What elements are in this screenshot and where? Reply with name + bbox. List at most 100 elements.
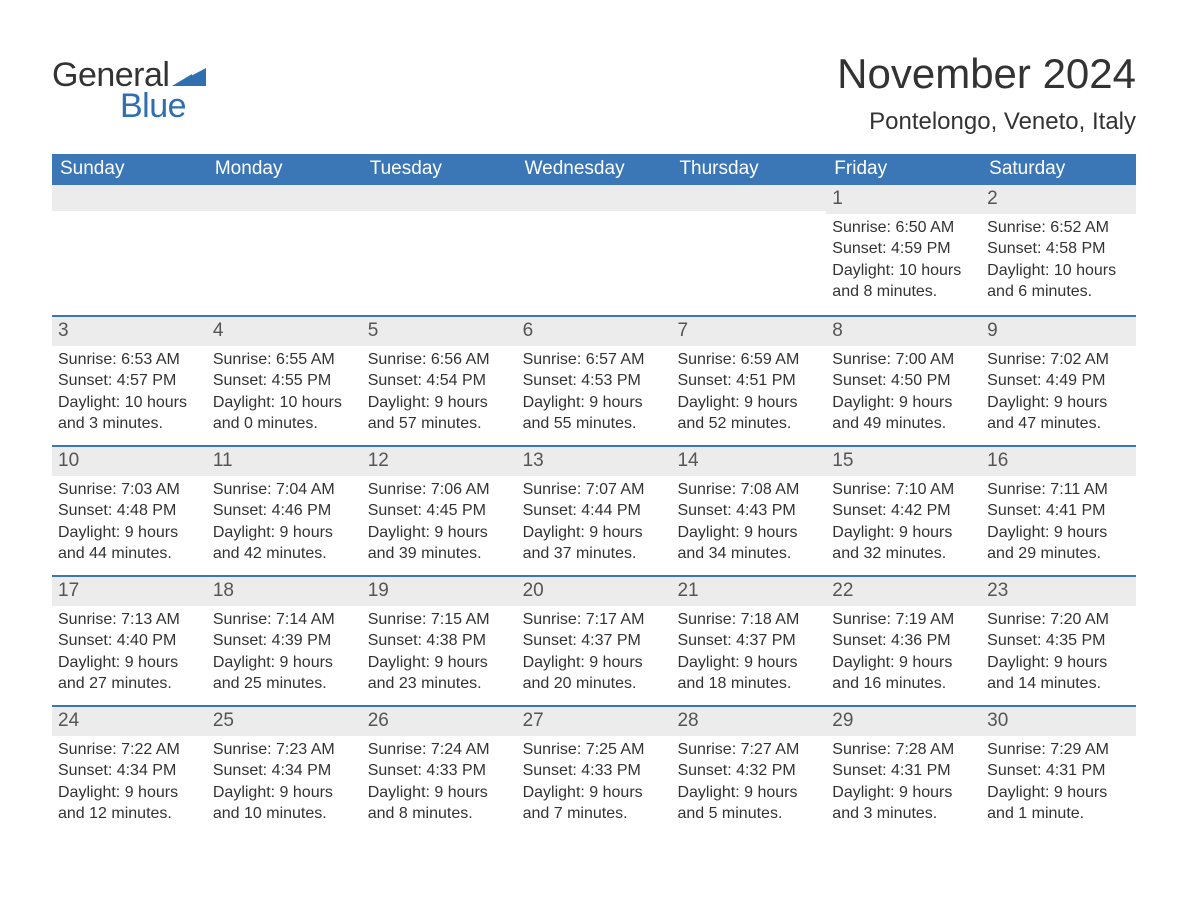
- day-number: 7: [671, 317, 826, 346]
- calendar-cell: 5Sunrise: 6:56 AMSunset: 4:54 PMDaylight…: [362, 317, 517, 445]
- sunset-text: Sunset: 4:59 PM: [832, 239, 975, 260]
- daylight-text: Daylight: 9 hours and 57 minutes.: [368, 393, 511, 435]
- sunrise-text: Sunrise: 7:24 AM: [368, 740, 511, 761]
- sunset-text: Sunset: 4:48 PM: [58, 501, 201, 522]
- day-number: 13: [517, 447, 672, 476]
- day-number: 5: [362, 317, 517, 346]
- logo-text-blue: Blue: [120, 87, 206, 126]
- sunrise-text: Sunrise: 7:14 AM: [213, 610, 356, 631]
- calendar-cell: 15 Sunrise: 7:10 AMSunset: 4:42 PMDayligh…: [826, 447, 981, 575]
- day-number: 30: [981, 707, 1136, 736]
- sunrise-text: Sunrise: 7:19 AM: [832, 610, 975, 631]
- sunrise-text: Sunrise: 7:06 AM: [368, 480, 511, 501]
- day-number: 6: [517, 317, 672, 346]
- sunrise-text: Sunrise: 6:50 AM: [832, 218, 975, 239]
- sunset-text: Sunset: 4:45 PM: [368, 501, 511, 522]
- sunrise-text: Sunrise: 7:08 AM: [677, 480, 820, 501]
- sunrise-text: Sunrise: 6:55 AM: [213, 350, 356, 371]
- daylight-text: Daylight: 10 hours and 6 minutes.: [987, 261, 1130, 303]
- sunrise-text: Sunrise: 7:02 AM: [987, 350, 1130, 371]
- day-number: 2: [981, 185, 1136, 214]
- sunset-text: Sunset: 4:37 PM: [523, 631, 666, 652]
- daylight-text: Daylight: 9 hours and 39 minutes.: [368, 523, 511, 565]
- daylight-text: Daylight: 9 hours and 37 minutes.: [523, 523, 666, 565]
- week-row: 3Sunrise: 6:53 AMSunset: 4:57 PMDaylight…: [52, 315, 1136, 445]
- day-number: 3: [52, 317, 207, 346]
- sunrise-text: Sunrise: 6:56 AM: [368, 350, 511, 371]
- calendar-cell: 11Sunrise: 7:04 AMSunset: 4:46 PMDayligh…: [207, 447, 362, 575]
- day-number: [207, 185, 362, 211]
- daylight-text: Daylight: 9 hours and 12 minutes.: [58, 783, 201, 825]
- day-header: Friday: [826, 154, 981, 185]
- day-number: 23: [981, 577, 1136, 606]
- day-number: 21: [671, 577, 826, 606]
- calendar-cell: 23Sunrise: 7:20 AMSunset: 4:35 PMDayligh…: [981, 577, 1136, 705]
- calendar: SundayMondayTuesdayWednesdayThursdayFrid…: [52, 154, 1136, 835]
- sunrise-text: Sunrise: 7:03 AM: [58, 480, 201, 501]
- sunrise-text: Sunrise: 7:27 AM: [677, 740, 820, 761]
- calendar-cell: 18Sunrise: 7:14 AMSunset: 4:39 PMDayligh…: [207, 577, 362, 705]
- calendar-cell: 13Sunrise: 7:07 AMSunset: 4:44 PMDayligh…: [517, 447, 672, 575]
- calendar-cell: 8Sunrise: 7:00 AMSunset: 4:50 PMDaylight…: [826, 317, 981, 445]
- sunset-text: Sunset: 4:36 PM: [832, 631, 975, 652]
- calendar-cell: 24Sunrise: 7:22 AMSunset: 4:34 PMDayligh…: [52, 707, 207, 835]
- day-number: 18: [207, 577, 362, 606]
- sunset-text: Sunset: 4:34 PM: [213, 761, 356, 782]
- daylight-text: Daylight: 10 hours and 0 minutes.: [213, 393, 356, 435]
- day-number: [671, 185, 826, 211]
- day-header: Tuesday: [362, 154, 517, 185]
- sunset-text: Sunset: 4:49 PM: [987, 371, 1130, 392]
- daylight-text: Daylight: 9 hours and 3 minutes.: [832, 783, 975, 825]
- calendar-cell: 1Sunrise: 6:50 AMSunset: 4:59 PMDaylight…: [826, 185, 981, 315]
- daylight-text: Daylight: 9 hours and 16 minutes.: [832, 653, 975, 695]
- calendar-cell: 2Sunrise: 6:52 AMSunset: 4:58 PMDaylight…: [981, 185, 1136, 315]
- daylight-text: Daylight: 10 hours and 3 minutes.: [58, 393, 201, 435]
- day-header: Sunday: [52, 154, 207, 185]
- calendar-cell: 22Sunrise: 7:19 AMSunset: 4:36 PMDayligh…: [826, 577, 981, 705]
- calendar-cell: 3Sunrise: 6:53 AMSunset: 4:57 PMDaylight…: [52, 317, 207, 445]
- page-subtitle: Pontelongo, Veneto, Italy: [837, 108, 1136, 136]
- day-number: [362, 185, 517, 211]
- day-header: Saturday: [981, 154, 1136, 185]
- sunrise-text: Sunrise: 6:52 AM: [987, 218, 1130, 239]
- sunset-text: Sunset: 4:39 PM: [213, 631, 356, 652]
- day-number: 12: [362, 447, 517, 476]
- day-number: 15: [826, 447, 981, 476]
- calendar-cell: 20Sunrise: 7:17 AMSunset: 4:37 PMDayligh…: [517, 577, 672, 705]
- daylight-text: Daylight: 9 hours and 27 minutes.: [58, 653, 201, 695]
- sunset-text: Sunset: 4:33 PM: [368, 761, 511, 782]
- sunset-text: Sunset: 4:46 PM: [213, 501, 356, 522]
- daylight-text: Daylight: 9 hours and 5 minutes.: [677, 783, 820, 825]
- calendar-cell: [671, 185, 826, 315]
- day-header-row: SundayMondayTuesdayWednesdayThursdayFrid…: [52, 154, 1136, 185]
- day-number: 24: [52, 707, 207, 736]
- daylight-text: Daylight: 9 hours and 29 minutes.: [987, 523, 1130, 565]
- week-row: 1Sunrise: 6:50 AMSunset: 4:59 PMDaylight…: [52, 185, 1136, 315]
- day-number: 27: [517, 707, 672, 736]
- sunrise-text: Sunrise: 7:10 AM: [832, 480, 975, 501]
- sunset-text: Sunset: 4:43 PM: [677, 501, 820, 522]
- calendar-cell: 10Sunrise: 7:03 AMSunset: 4:48 PMDayligh…: [52, 447, 207, 575]
- sunrise-text: Sunrise: 7:25 AM: [523, 740, 666, 761]
- sunrise-text: Sunrise: 6:57 AM: [523, 350, 666, 371]
- sunset-text: Sunset: 4:53 PM: [523, 371, 666, 392]
- daylight-text: Daylight: 9 hours and 7 minutes.: [523, 783, 666, 825]
- daylight-text: Daylight: 9 hours and 34 minutes.: [677, 523, 820, 565]
- calendar-cell: [362, 185, 517, 315]
- daylight-text: Daylight: 9 hours and 32 minutes.: [832, 523, 975, 565]
- calendar-cell: 30Sunrise: 7:29 AMSunset: 4:31 PMDayligh…: [981, 707, 1136, 835]
- calendar-cell: 14Sunrise: 7:08 AMSunset: 4:43 PMDayligh…: [671, 447, 826, 575]
- sunrise-text: Sunrise: 7:29 AM: [987, 740, 1130, 761]
- day-header: Thursday: [671, 154, 826, 185]
- week-row: 10Sunrise: 7:03 AMSunset: 4:48 PMDayligh…: [52, 445, 1136, 575]
- daylight-text: Daylight: 9 hours and 42 minutes.: [213, 523, 356, 565]
- day-number: 9: [981, 317, 1136, 346]
- day-number: 29: [826, 707, 981, 736]
- daylight-text: Daylight: 10 hours and 8 minutes.: [832, 261, 975, 303]
- day-number: 19: [362, 577, 517, 606]
- day-number: [52, 185, 207, 211]
- calendar-cell: 17Sunrise: 7:13 AMSunset: 4:40 PMDayligh…: [52, 577, 207, 705]
- sunset-text: Sunset: 4:44 PM: [523, 501, 666, 522]
- sunset-text: Sunset: 4:42 PM: [832, 501, 975, 522]
- week-row: 17Sunrise: 7:13 AMSunset: 4:40 PMDayligh…: [52, 575, 1136, 705]
